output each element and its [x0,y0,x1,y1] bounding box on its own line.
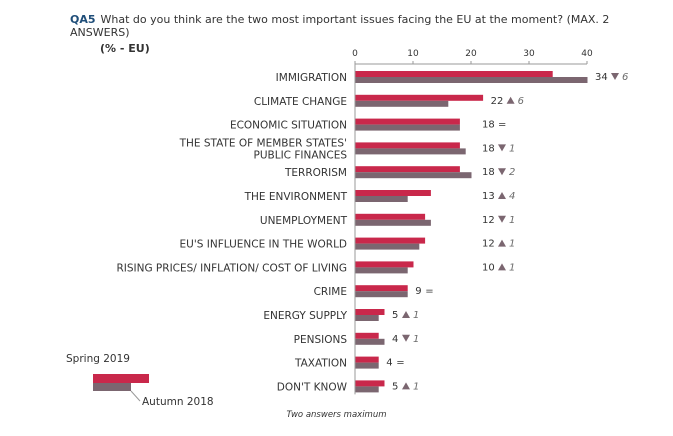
change-arrow-up [498,192,506,199]
x-tick-label: 10 [407,49,419,59]
category-label: CRIME [314,286,347,298]
question-title: QA5 What do you think are the two most im… [70,13,630,39]
bar-spring-2019 [355,94,484,101]
bar-spring-2019 [355,309,385,315]
change-delta: 6 [622,72,628,83]
bar-autumn-2018 [355,219,431,226]
bar-spring-2019 [355,142,460,149]
category-label: TERRORISM [284,167,347,179]
category-label: THE STATE OF MEMBER STATES' [179,137,347,149]
category-label: UNEMPLOYMENT [260,215,348,227]
change-delta: 1 [509,239,515,250]
bar-spring-2019 [355,118,460,125]
change-delta: 1 [413,381,419,392]
category-label: PUBLIC FINANCES [254,149,348,161]
change-arrow-up [498,263,506,271]
bar-autumn-2018 [355,267,408,274]
unit-label: (% - EU) [100,42,150,55]
change-delta: 1 [413,334,419,345]
change-arrow-down [498,168,506,176]
change-arrow-down [498,215,506,223]
bar-autumn-2018 [355,338,385,345]
category-label: EU'S INFLUENCE IN THE WORLD [180,239,347,251]
change-delta: 4 [509,191,515,202]
change-equal: = [498,120,506,131]
change-arrow-down [402,334,410,342]
data-label: 9 [415,286,421,297]
legend-leader-line [130,390,141,402]
data-label: 34 [595,72,608,83]
bar-autumn-2018 [355,77,588,83]
legend-label-spring-2019: Spring 2019 [66,353,130,365]
data-label: 22 [491,96,504,107]
x-tick-label: 0 [352,49,358,59]
change-delta: 2 [509,167,515,178]
data-label: 12 [482,215,495,226]
question-text: What do you think are the two most impor… [70,13,610,39]
legend-swatch-spring-2019 [93,374,149,383]
change-arrow-up [402,382,410,390]
bar-autumn-2018 [355,291,408,298]
bar-spring-2019 [355,332,379,339]
change-arrow-down [611,73,619,80]
bar-autumn-2018 [355,386,379,393]
data-label: 18 [482,143,495,154]
bar-spring-2019 [355,190,431,196]
data-label: 12 [482,239,495,250]
x-tick-label: 30 [523,49,535,59]
change-delta: 1 [509,262,515,273]
category-label: RISING PRICES/ INFLATION/ COST OF LIVING [116,262,347,274]
question-id: QA5 [70,13,96,26]
bar-spring-2019 [355,71,553,77]
bar-spring-2019 [355,356,379,363]
bar-autumn-2018 [355,100,449,107]
bar-autumn-2018 [355,148,466,155]
category-label: PENSIONS [294,334,348,346]
bar-autumn-2018 [355,243,420,250]
change-arrow-up [506,96,515,104]
x-tick-label: 20 [465,49,477,59]
category-label: CLIMATE CHANGE [254,96,347,108]
category-label: ENERGY SUPPLY [263,310,347,322]
bar-autumn-2018 [355,315,379,321]
bar-autumn-2018 [355,362,379,369]
change-arrow-up [402,311,410,318]
bar-autumn-2018 [355,172,472,179]
change-delta: 6 [518,96,524,107]
change-equal: = [425,286,433,297]
bar-spring-2019 [355,166,460,173]
legend-label-autumn-2018: Autumn 2018 [142,396,214,408]
data-label: 5 [392,310,398,321]
bar-autumn-2018 [355,196,408,202]
bar-spring-2019 [355,261,414,268]
category-label: DON'T KNOW [277,381,348,393]
footnote: Two answers maximum [286,410,387,420]
category-label: IMMIGRATION [276,72,347,84]
change-delta: 1 [509,143,515,154]
change-arrow-up [498,239,506,247]
bar-autumn-2018 [355,124,460,131]
bar-spring-2019 [355,380,385,387]
change-equal: = [396,358,404,369]
data-label: 5 [392,381,398,392]
change-delta: 1 [413,310,419,321]
change-arrow-down [498,144,506,152]
data-label: 4 [392,334,398,345]
data-label: 13 [482,191,495,202]
category-label: TAXATION [294,358,347,370]
category-label: THE ENVIRONMENT [244,191,348,203]
data-label: 18 [482,120,495,131]
change-delta: 1 [509,215,515,226]
bar-spring-2019 [355,237,426,244]
data-label: 18 [482,167,495,178]
bar-spring-2019 [355,285,408,292]
legend-swatch-autumn-2018 [93,383,131,391]
category-label: ECONOMIC SITUATION [230,120,347,132]
data-label: 10 [482,262,495,273]
x-tick-label: 40 [581,49,593,59]
bar-spring-2019 [355,213,426,220]
data-label: 4 [386,358,392,369]
